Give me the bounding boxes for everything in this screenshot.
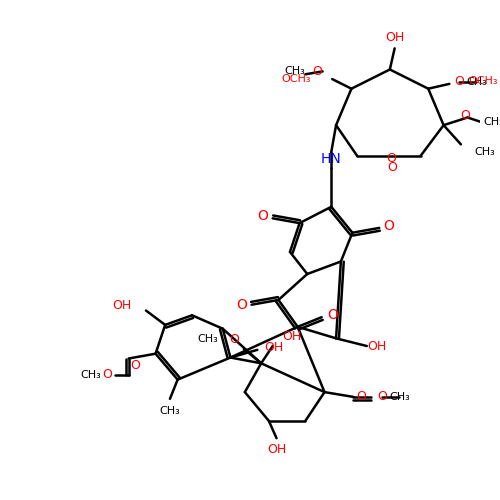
Text: O: O: [454, 76, 464, 88]
Text: O: O: [258, 210, 268, 224]
Text: O: O: [460, 109, 469, 122]
Text: O: O: [236, 298, 248, 312]
Text: OCH₃: OCH₃: [282, 74, 311, 84]
Text: O: O: [387, 161, 396, 174]
Text: OH: OH: [267, 443, 286, 456]
Text: O: O: [230, 333, 239, 346]
Text: O: O: [377, 390, 387, 404]
Text: O: O: [356, 390, 366, 404]
Text: CH₃: CH₃: [483, 118, 500, 128]
Text: OH: OH: [264, 342, 283, 354]
Text: CH₃: CH₃: [80, 370, 100, 380]
Text: OCH₃: OCH₃: [468, 76, 498, 86]
Text: O: O: [130, 358, 140, 372]
Text: CH₃: CH₃: [474, 147, 495, 157]
Text: O: O: [312, 65, 322, 78]
Text: O: O: [102, 368, 113, 382]
Text: OH: OH: [385, 32, 404, 44]
Text: O: O: [386, 152, 396, 166]
Text: CH₃: CH₃: [160, 406, 180, 416]
Text: CH₃: CH₃: [466, 77, 486, 87]
Text: CH₃: CH₃: [197, 334, 218, 344]
Text: HN: HN: [321, 152, 342, 166]
Text: O: O: [328, 308, 338, 322]
Text: O: O: [384, 219, 394, 233]
Text: OH: OH: [112, 299, 132, 312]
Text: OH: OH: [282, 330, 302, 343]
Text: CH₃: CH₃: [284, 66, 306, 76]
Text: OH: OH: [367, 340, 386, 352]
Text: CH₃: CH₃: [389, 392, 410, 402]
